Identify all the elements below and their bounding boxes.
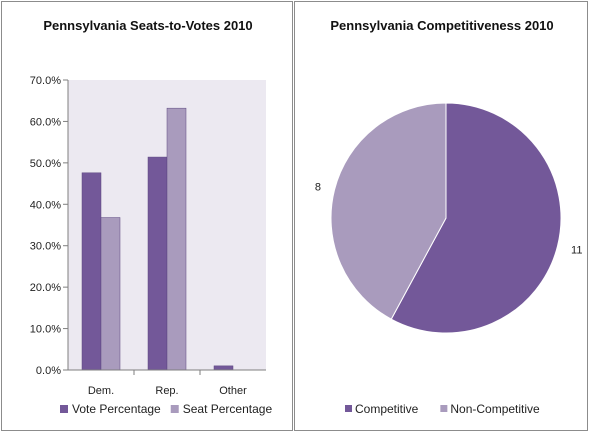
- y-tick-label: 30.0%: [30, 241, 61, 253]
- y-tick-label: 60.0%: [30, 116, 61, 128]
- legend-swatch: [440, 405, 448, 412]
- bar-vote-percentage-other: [213, 365, 234, 371]
- pie-chart-title: Pennsylvania Competitiveness 2010: [330, 18, 553, 33]
- y-tick-label: 0.0%: [36, 365, 61, 377]
- pie-slice-competitive: [390, 102, 562, 334]
- pie-slice-non-competitive: [330, 102, 447, 320]
- y-tick-label: 20.0%: [30, 282, 61, 294]
- y-tick-label: 50.0%: [30, 158, 61, 170]
- bar-seat-percentage-rep: [166, 107, 187, 371]
- bar-vote-percentage-dem: [81, 172, 102, 371]
- bar-chart-title: Pennsylvania Seats-to-Votes 2010: [43, 18, 252, 33]
- pie-value-label: 11: [571, 245, 582, 257]
- seats-votes-bar-chart: Pennsylvania Seats-to-Votes 2010 0.0% 10.…: [30, 18, 273, 416]
- pie-plot-area: 11 8: [315, 102, 582, 334]
- legend-swatch: [60, 405, 68, 413]
- y-tick-label: 10.0%: [30, 324, 61, 336]
- x-tick-label: Rep.: [155, 385, 178, 397]
- bar-seat-percentage-dem: [100, 217, 121, 371]
- bar-chart-legend: Vote Percentage Seat Percentage: [60, 402, 272, 416]
- bar-plot-area: 0.0% 10.0% 20.0% 30.0% 40.0% 50.0% 60.0% 70.0% D…: [30, 75, 266, 397]
- competitiveness-chart-panel: Pennsylvania Competitiveness 2010 11 8 Co…: [294, 1, 588, 431]
- competitiveness-pie-chart: Pennsylvania Competitiveness 2010 11 8 Co…: [315, 18, 583, 416]
- legend-label: Non-Competitive: [450, 402, 540, 416]
- seats-votes-chart-panel: Pennsylvania Seats-to-Votes 2010 0.0% 10.…: [1, 1, 293, 431]
- pie-value-label: 8: [315, 181, 321, 193]
- legend-swatch: [170, 405, 179, 413]
- legend-label: Competitive: [355, 402, 419, 416]
- x-tick-label: Dem.: [88, 385, 114, 397]
- y-tick-label: 40.0%: [30, 199, 61, 211]
- legend-label: Vote Percentage: [72, 402, 161, 416]
- pie-chart-legend: Competitive Non-Competitive: [345, 402, 540, 416]
- legend-swatch: [345, 405, 352, 412]
- legend-label: Seat Percentage: [183, 402, 273, 416]
- bar-vote-percentage-rep: [147, 156, 168, 371]
- y-tick-label: 70.0%: [30, 75, 61, 87]
- x-tick-label: Other: [219, 385, 247, 397]
